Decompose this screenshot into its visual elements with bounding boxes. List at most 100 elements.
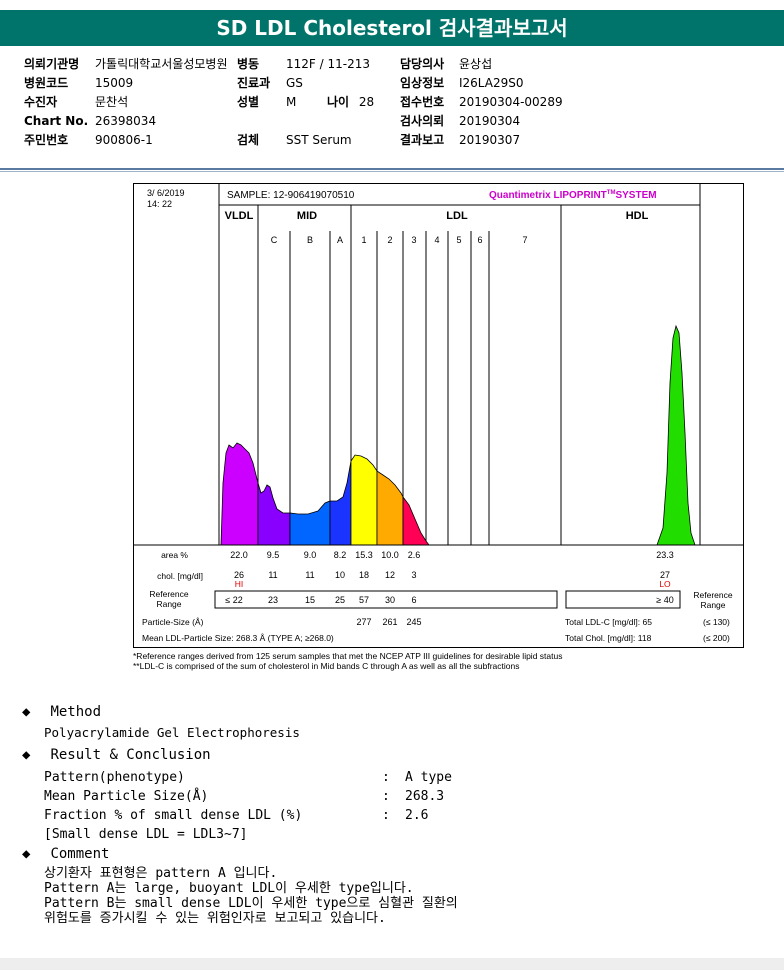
band-label-A: A [337, 235, 343, 245]
group-mid: MID [297, 210, 317, 222]
ref-value: 23 [268, 595, 278, 605]
area-value: 2.6 [408, 550, 421, 560]
total-chol-label: Total Chol. [mg/dl]: 118 [565, 633, 652, 643]
band-label-B: B [307, 235, 313, 245]
chol-value: 11 [305, 570, 314, 580]
dept-value: GS [286, 76, 303, 90]
area-label: area % [161, 550, 188, 560]
report-title: SD LDL Cholesterol 검사결과보고서 [0, 10, 784, 46]
comment-heading: ◆ Comment [22, 846, 110, 862]
header-divider-thin [0, 171, 784, 172]
area-value: 9.5 [267, 550, 280, 560]
comment-line: Pattern A는 large, buoyant LDL이 우세한 type입… [44, 881, 414, 896]
band-label-5: 5 [456, 235, 461, 245]
sample-label: SAMPLE: 12-906419070510 [227, 190, 355, 201]
footnote-1: *Reference ranges derived from 125 serum… [133, 651, 563, 661]
sex-value: M [286, 95, 297, 109]
particle-size-value: 245 [406, 617, 421, 627]
diamond-bullet-icon: ◆ [22, 704, 31, 720]
doctor-label: 담당의사 [400, 57, 445, 71]
chol-value: 10 [335, 570, 345, 580]
header-divider [0, 168, 784, 170]
resident-no-label: 주민번호 [24, 133, 69, 147]
accession-no-value: 20190304-00289 [459, 95, 563, 109]
table-values: 22.0 9.5 9.0 8.2 15.3 10.0 2.6 23.3 26 11 11 10 18 12… [225, 550, 673, 627]
band-label-2: 2 [387, 235, 392, 245]
band-labels: C B A 1 2 3 4 5 6 7 [271, 235, 528, 245]
resident-no-value: 900806-1 [95, 133, 153, 147]
header-col1-values: 가톨릭대학교서울성모병원 15009 문찬석 26398034 900806-1 [95, 55, 227, 150]
ref-value: 25 [335, 595, 345, 605]
particle-size-value: 261 [382, 617, 397, 627]
hospital-code-value: 15009 [95, 76, 134, 90]
age-block: 나이 28 [327, 93, 374, 112]
header-col2: 병동 진료과 성별 검체 [237, 55, 270, 150]
comment-line: 상기환자 표현형은 pattern A 입니다. [44, 866, 278, 881]
patient-name-value: 문찬석 [95, 95, 129, 109]
area-value: 8.2 [334, 550, 347, 560]
area-value-hdl: 23.3 [656, 550, 674, 560]
group-ldl: LDL [446, 210, 468, 222]
area-value: 9.0 [304, 550, 317, 560]
method-text: Polyacrylamide Gel Electrophoresis [44, 725, 300, 740]
request-date-label: 검사의뢰 [400, 114, 445, 128]
hdl-fraction [656, 324, 696, 546]
small-dense-note: [Small dense LDL = LDL3~7] [44, 827, 248, 842]
comment-text: 상기환자 표현형은 pattern A 입니다. Pattern A는 larg… [44, 866, 458, 926]
ldl-1-fraction [350, 454, 378, 546]
footnote-2: **LDL-C is comprised of the sum of chole… [133, 661, 520, 671]
pattern-label: Pattern(phenotype) [44, 770, 185, 785]
comment-line: 위험도를 증가시킬 수 있는 위험인자로 보고되고 있습니다. [44, 911, 386, 926]
header-col2-values: 112F / 11-213 GS M SST Serum [286, 55, 370, 150]
system-label: Quantimetrix LIPOPRINTTMSYSTEM [489, 190, 657, 201]
patient-name-label: 수진자 [24, 95, 58, 109]
band-label-7: 7 [522, 235, 527, 245]
referring-institution-value: 가톨릭대학교서울성모병원 [95, 57, 228, 71]
specimen-label: 검체 [237, 133, 260, 147]
pattern-value: A type [405, 770, 452, 785]
accession-no-label: 접수번호 [400, 95, 445, 109]
ref-value-hdl: ≥ 40 [656, 595, 673, 605]
chart-time: 14: 22 [147, 199, 172, 209]
chol-value: 12 [385, 570, 395, 580]
comment-line: Pattern B는 small dense LDL이 우세한 type으로 심… [44, 896, 458, 911]
ref-value: 57 [359, 595, 369, 605]
ref-label-right-1: Reference [693, 590, 732, 600]
sex-label: 성별 [237, 95, 260, 109]
total-ldl-label: Total LDL-C [mg/dl]: 65 [565, 617, 652, 627]
group-hdl: HDL [626, 210, 649, 222]
chol-label: chol. [mg/dl] [157, 571, 203, 581]
result-values: A type 268.3 2.6 [405, 768, 452, 825]
chart-no-value: 26398034 [95, 114, 157, 128]
area-value: 15.3 [355, 550, 373, 560]
referring-institution-label: 의뢰기관명 [24, 57, 80, 71]
ref-label-right-2: Range [700, 600, 725, 610]
ref-box-ldl [214, 590, 558, 609]
flag-lo: LO [659, 579, 671, 589]
mean-size-label: Mean LDL-Particle Size: 268.3 Å (TYPE A;… [142, 633, 334, 643]
report-date-label: 결과보고 [400, 133, 445, 147]
ref-value: 15 [305, 595, 315, 605]
report-date-value: 20190307 [459, 133, 521, 147]
specimen-value: SST Serum [286, 133, 352, 147]
ref-value: ≤ 22 [225, 595, 242, 605]
lipoprint-chart: 3/ 6/2019 14: 22 SAMPLE: 12-906419070510… [133, 183, 744, 648]
area-value: 22.0 [230, 550, 248, 560]
dept-label: 진료과 [237, 76, 271, 90]
band-label-3: 3 [411, 235, 416, 245]
doctor-value: 윤상섭 [459, 57, 493, 71]
ref-label-1: Reference [149, 589, 188, 599]
mean-size-row-label: Mean Particle Size(Å) [44, 789, 209, 804]
band-label-C: C [271, 235, 278, 245]
diamond-bullet-icon: ◆ [22, 747, 31, 763]
diamond-bullet-icon: ◆ [22, 846, 31, 862]
chol-value-hdl: 27 [660, 570, 670, 580]
chol-value: 26 [234, 570, 244, 580]
result-labels: Pattern(phenotype) Mean Particle Size(Å)… [44, 768, 302, 844]
mean-size-value: 268.3 [405, 789, 445, 804]
ldl-3-fraction [402, 495, 430, 546]
band-label-4: 4 [434, 235, 439, 245]
chol-value: 11 [268, 570, 277, 580]
ward-value: 112F / 11-213 [286, 57, 370, 71]
method-heading: ◆ Method [22, 704, 102, 720]
